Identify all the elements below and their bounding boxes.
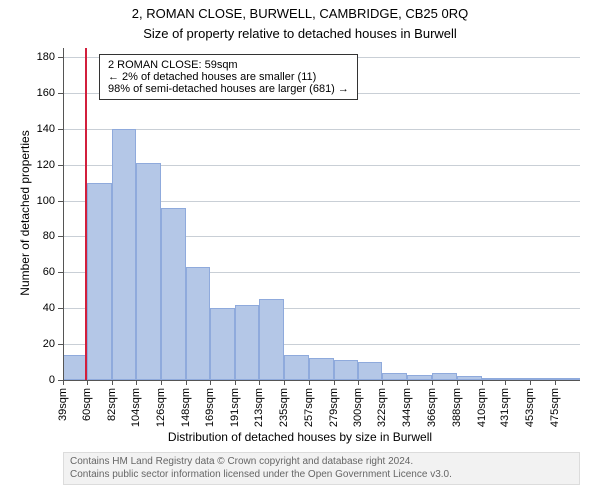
x-tick-label: 279sqm <box>328 388 340 427</box>
x-tick <box>358 380 359 385</box>
source-attribution: Contains HM Land Registry data © Crown c… <box>63 452 580 485</box>
histogram-bar <box>432 373 457 380</box>
x-tick-label: 235sqm <box>278 388 290 427</box>
info-line-2: ← 2% of detached houses are smaller (11) <box>108 71 349 83</box>
x-tick-label: 431sqm <box>499 388 511 427</box>
property-info-box: 2 ROMAN CLOSE: 59sqm← 2% of detached hou… <box>99 54 358 100</box>
x-axis-label: Distribution of detached houses by size … <box>0 430 600 444</box>
y-tick-label: 160 <box>25 87 55 99</box>
x-tick-label: 60sqm <box>81 388 93 421</box>
y-tick-label: 20 <box>25 338 55 350</box>
property-marker-line <box>85 48 87 380</box>
x-tick-label: 148sqm <box>180 388 192 427</box>
source-line-1: Contains HM Land Registry data © Crown c… <box>70 456 573 469</box>
x-tick-label: 322sqm <box>376 388 388 427</box>
chart-container: { "titles": { "line1": "2, ROMAN CLOSE, … <box>0 0 600 500</box>
histogram-bar <box>358 362 383 380</box>
x-tick <box>210 380 211 385</box>
histogram-bar <box>161 208 186 380</box>
x-tick-label: 410sqm <box>476 388 488 427</box>
histogram-bar <box>235 305 260 380</box>
x-tick <box>482 380 483 385</box>
x-tick-label: 366sqm <box>426 388 438 427</box>
y-tick-label: 140 <box>25 123 55 135</box>
x-tick <box>87 380 88 385</box>
x-tick-label: 126sqm <box>155 388 167 427</box>
histogram-bar <box>334 360 358 380</box>
x-tick-label: 82sqm <box>106 388 118 421</box>
x-tick <box>530 380 531 385</box>
chart-title-1: 2, ROMAN CLOSE, BURWELL, CAMBRIDGE, CB25… <box>0 6 600 21</box>
x-tick <box>407 380 408 385</box>
chart-title-2: Size of property relative to detached ho… <box>0 26 600 41</box>
y-tick-label: 120 <box>25 159 55 171</box>
x-tick <box>186 380 187 385</box>
x-axis-line <box>63 380 580 381</box>
x-tick <box>235 380 236 385</box>
x-tick <box>382 380 383 385</box>
x-tick-label: 388sqm <box>451 388 463 427</box>
histogram-bar <box>210 308 235 380</box>
x-tick <box>505 380 506 385</box>
plot-area: 02040608010012014016018039sqm60sqm82sqm1… <box>63 48 580 380</box>
histogram-bar <box>87 183 112 380</box>
histogram-bar <box>259 299 284 380</box>
x-tick-label: 213sqm <box>253 388 265 427</box>
y-tick-label: 180 <box>25 51 55 63</box>
histogram-bar <box>63 355 87 380</box>
x-tick-label: 344sqm <box>401 388 413 427</box>
x-tick <box>457 380 458 385</box>
x-tick <box>259 380 260 385</box>
x-tick-label: 39sqm <box>57 388 69 421</box>
x-tick-label: 257sqm <box>303 388 315 427</box>
x-tick <box>555 380 556 385</box>
x-tick <box>284 380 285 385</box>
x-tick <box>63 380 64 385</box>
x-tick-label: 191sqm <box>229 388 241 427</box>
x-tick <box>432 380 433 385</box>
histogram-bar <box>112 129 137 380</box>
x-tick-label: 104sqm <box>130 388 142 427</box>
source-line-2: Contains public sector information licen… <box>70 469 573 482</box>
y-axis-label: Number of detached properties <box>18 113 32 313</box>
histogram-bar <box>382 373 407 380</box>
y-tick-label: 60 <box>25 266 55 278</box>
x-tick <box>112 380 113 385</box>
histogram-bar <box>186 267 210 380</box>
info-line-1: 2 ROMAN CLOSE: 59sqm <box>108 59 349 71</box>
x-tick-label: 300sqm <box>352 388 364 427</box>
y-tick-label: 100 <box>25 195 55 207</box>
y-tick-label: 40 <box>25 302 55 314</box>
x-tick <box>309 380 310 385</box>
histogram-bar <box>284 355 309 380</box>
y-axis-line <box>63 48 64 380</box>
x-tick-label: 453sqm <box>524 388 536 427</box>
gridline <box>63 129 580 130</box>
info-line-3: 98% of semi-detached houses are larger (… <box>108 83 349 95</box>
y-tick-label: 0 <box>25 374 55 386</box>
x-tick <box>136 380 137 385</box>
x-tick <box>161 380 162 385</box>
x-tick-label: 475sqm <box>549 388 561 427</box>
histogram-bar <box>136 163 161 380</box>
histogram-bar <box>309 358 334 380</box>
x-tick-label: 169sqm <box>204 388 216 427</box>
y-tick-label: 80 <box>25 230 55 242</box>
x-tick <box>334 380 335 385</box>
